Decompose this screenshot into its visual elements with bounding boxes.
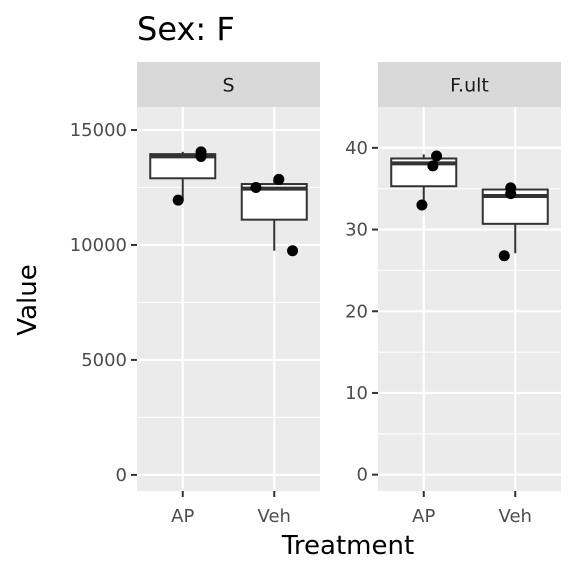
data-point — [172, 194, 184, 206]
y-tick-label: 10 — [345, 383, 368, 404]
y-axis-title: Value — [13, 264, 43, 335]
data-point — [195, 146, 207, 158]
y-tick-label: 5000 — [81, 350, 127, 371]
y-tick-label: 0 — [116, 465, 127, 486]
data-point — [427, 160, 439, 172]
facet-strip-label: S — [222, 75, 234, 97]
data-point — [505, 188, 517, 200]
x-axis-title: Treatment — [281, 531, 414, 561]
data-point — [416, 199, 428, 211]
panel-1: S 0 5000 10000 15000 AP Veh — [70, 62, 320, 527]
facet-strip — [137, 62, 320, 107]
y-tick-label: 20 — [345, 301, 368, 322]
y-tick-label: 30 — [345, 220, 368, 241]
panels: S 0 5000 10000 15000 AP Veh F.ult 0 10 20 30 40 AP Veh — [70, 62, 561, 527]
x-tick-label: Veh — [258, 506, 291, 527]
x-tick-label: AP — [412, 506, 435, 527]
facet-strip-label: F.ult — [450, 75, 489, 97]
x-tick-label: AP — [171, 506, 194, 527]
data-point — [273, 173, 285, 185]
panel-2: F.ult 0 10 20 30 40 AP Veh — [345, 62, 561, 527]
facet-strip — [378, 62, 561, 107]
data-point — [250, 181, 262, 193]
data-point — [431, 150, 443, 162]
y-tick-label: 40 — [345, 138, 368, 159]
y-tick-label: 10000 — [70, 235, 127, 256]
y-tick-label: 0 — [357, 465, 368, 486]
chart-title: Sex: F — [137, 10, 235, 48]
y-tick-label: 15000 — [70, 120, 127, 141]
data-point — [287, 245, 299, 257]
x-tick-label: Veh — [499, 506, 532, 527]
data-point — [498, 250, 510, 262]
